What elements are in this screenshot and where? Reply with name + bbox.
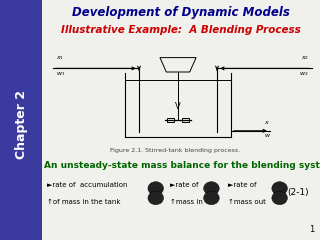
Text: $w_1$: $w_1$ <box>56 70 65 78</box>
Circle shape <box>204 182 219 195</box>
Circle shape <box>148 182 164 195</box>
Text: (2-1): (2-1) <box>287 187 309 197</box>
Text: Illustrative Example:  A Blending Process: Illustrative Example: A Blending Process <box>61 25 301 35</box>
Circle shape <box>272 182 287 195</box>
Text: Development of Dynamic Models: Development of Dynamic Models <box>72 6 290 19</box>
Text: $x$: $x$ <box>264 119 270 126</box>
Text: $x_2$: $x_2$ <box>301 54 309 62</box>
Circle shape <box>204 191 219 205</box>
Text: ►rate of  accumulation: ►rate of accumulation <box>47 182 128 188</box>
Bar <box>182 118 189 122</box>
Text: ►rate of: ►rate of <box>228 182 257 188</box>
Circle shape <box>148 191 164 205</box>
Text: $w$: $w$ <box>264 132 271 139</box>
Text: $x_1$: $x_1$ <box>56 54 64 62</box>
Text: ↑mass out: ↑mass out <box>228 199 266 205</box>
Bar <box>167 118 174 122</box>
Text: ↑mass in: ↑mass in <box>170 199 203 205</box>
Text: ↑of mass in the tank: ↑of mass in the tank <box>47 199 121 205</box>
Text: 1: 1 <box>309 225 315 234</box>
Text: Figure 2.1. Stirred-tank blending process.: Figure 2.1. Stirred-tank blending proces… <box>110 148 240 153</box>
Text: Chapter 2: Chapter 2 <box>15 90 28 159</box>
Text: ►rate of: ►rate of <box>170 182 198 188</box>
Text: $w_2$: $w_2$ <box>300 70 309 78</box>
Text: V: V <box>175 102 181 111</box>
Circle shape <box>272 191 287 205</box>
Text: An unsteady-state mass balance for the blending system:: An unsteady-state mass balance for the b… <box>44 161 320 170</box>
